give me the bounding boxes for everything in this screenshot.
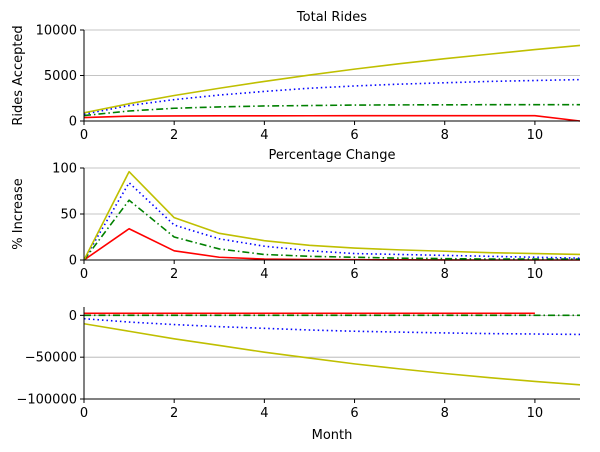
panel-1-x-tick-label: 6 bbox=[350, 128, 358, 143]
panel-3-x-tick-label: 0 bbox=[80, 406, 88, 421]
panel-1-x-tick-label: 10 bbox=[527, 128, 544, 143]
panel-3-y-tick-label: 0 bbox=[69, 309, 77, 324]
panel-3-x-tick-label: 4 bbox=[260, 406, 268, 421]
panel-3-x-axis-title: Month bbox=[312, 428, 353, 443]
panel-2-series-1-line bbox=[84, 227, 580, 261]
panel-2-x-tick-label: 0 bbox=[80, 267, 88, 282]
panel-3-x-tick-label: 8 bbox=[441, 406, 449, 421]
panel-3-y-tick-label: −50000 bbox=[25, 351, 77, 366]
panel-3-series-3-line bbox=[84, 317, 580, 336]
panel-1-series-2-line bbox=[84, 103, 580, 117]
panel-1-y-tick-label: 5000 bbox=[44, 69, 77, 84]
panel-2-y-tick-label: 100 bbox=[52, 162, 77, 177]
panel-1-y-axis-title: Rides Accepted bbox=[11, 25, 26, 125]
panel-3-x-tick-label: 10 bbox=[527, 406, 544, 421]
panel-2-x-tick-label: 6 bbox=[350, 267, 358, 282]
panel-2-y-axis-title: % Increase bbox=[11, 178, 26, 250]
panel-3-series-4-line bbox=[84, 322, 580, 386]
panel-3-x-tick-label: 6 bbox=[350, 406, 358, 421]
panel-2-title: Percentage Change bbox=[268, 148, 395, 163]
panel-2-series-4-line bbox=[84, 170, 580, 261]
panel-1-y-tick-label: 10000 bbox=[36, 24, 77, 39]
panel-2-series-2-line bbox=[84, 199, 580, 261]
panel-2-x-tick-label: 2 bbox=[170, 267, 178, 282]
panel-2-x-tick-label: 4 bbox=[260, 267, 268, 282]
panel-2-series-3-line bbox=[84, 181, 580, 261]
panel-2-y-tick-label: 0 bbox=[69, 254, 77, 269]
panel-1-y-tick-label: 0 bbox=[69, 115, 77, 130]
panel-2-x-tick-label: 10 bbox=[527, 267, 544, 282]
panel-1-x-tick-label: 0 bbox=[80, 128, 88, 143]
panel-3-x-tick-label: 2 bbox=[170, 406, 178, 421]
panel-3-y-tick-label: −100000 bbox=[16, 393, 77, 408]
panel-1-x-tick-label: 8 bbox=[441, 128, 449, 143]
panel-1-x-tick-label: 2 bbox=[170, 128, 178, 143]
panel-1-title: Total Rides bbox=[296, 10, 367, 25]
panel-2-x-tick-label: 8 bbox=[441, 267, 449, 282]
panel-1-series-4-line bbox=[84, 44, 580, 114]
panel-1-series-1-line bbox=[84, 114, 580, 122]
panel-2-y-tick-label: 50 bbox=[60, 208, 77, 223]
panel-1-x-tick-label: 4 bbox=[260, 128, 268, 143]
panel-1-series-3-line bbox=[84, 78, 580, 115]
